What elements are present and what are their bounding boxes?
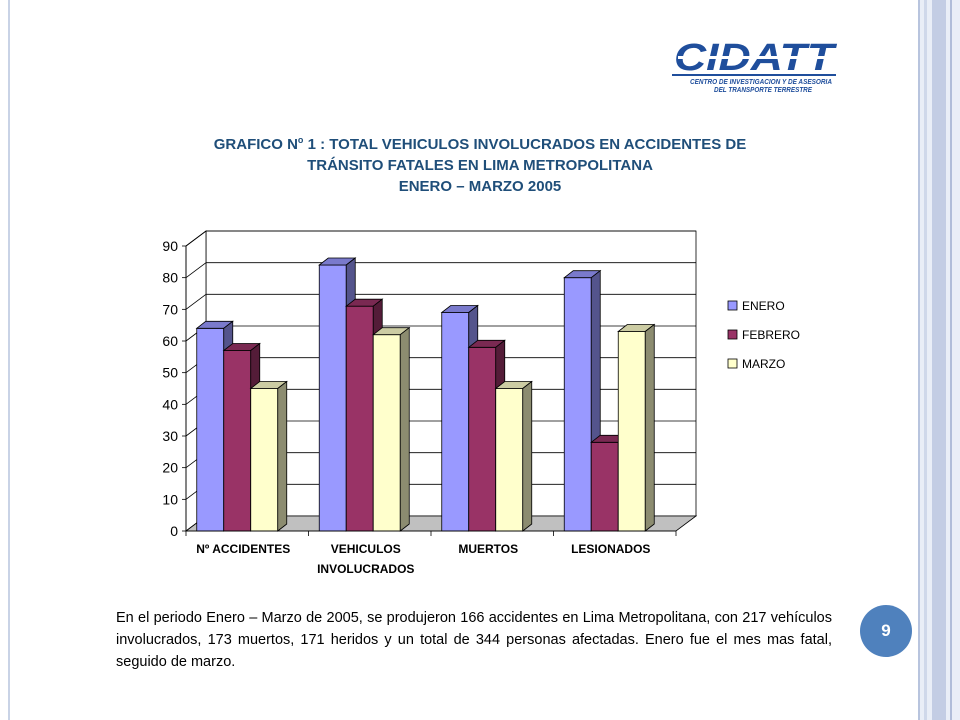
bar-febrero bbox=[345, 305, 374, 532]
title-line-2: TRÁNSITO FATALES EN LIMA METROPOLITANA bbox=[307, 157, 653, 174]
bar-febrero bbox=[468, 346, 497, 532]
x-category-sublabel: INVOLUCRADOS bbox=[317, 562, 414, 576]
legend-label-enero: ENERO bbox=[742, 299, 785, 313]
bar-enero bbox=[196, 327, 225, 532]
y-tick-label: 30 bbox=[162, 428, 178, 444]
bar-marzo bbox=[250, 388, 279, 532]
x-category-label: Nº ACCIDENTES bbox=[196, 542, 290, 556]
page-number-badge: 9 bbox=[860, 605, 912, 657]
y-tick-label: 60 bbox=[162, 333, 178, 349]
bar-febrero bbox=[590, 441, 619, 532]
bar-marzo bbox=[617, 331, 646, 532]
bar-enero bbox=[441, 312, 470, 532]
bar-enero bbox=[563, 277, 592, 532]
y-tick-label: 50 bbox=[162, 365, 178, 381]
right-decorative-band bbox=[918, 0, 960, 720]
gridline-side bbox=[185, 230, 207, 247]
logo-tagline-1: CENTRO DE INVESTIGACION Y DE ASESORIA bbox=[690, 79, 832, 86]
left-border-line bbox=[8, 0, 10, 720]
bar-side-marzo bbox=[522, 380, 533, 532]
legend-swatch-marzo bbox=[727, 358, 738, 369]
bar-febrero bbox=[223, 350, 252, 532]
y-tick-label: 20 bbox=[162, 460, 178, 476]
summary-paragraph: En el periodo Enero – Marzo de 2005, se … bbox=[116, 610, 832, 670]
y-tick-label: 40 bbox=[162, 396, 178, 412]
y-tick-label: 70 bbox=[162, 301, 178, 317]
y-tick-label: 0 bbox=[170, 523, 178, 539]
logo-tagline-2: DEL TRANSPORTE TERRESTRE bbox=[714, 87, 812, 94]
bar-side-marzo bbox=[399, 326, 410, 532]
cidatt-logo: CIDATT CENTRO DE INVESTIGACION Y DE ASES… bbox=[672, 37, 837, 94]
title-line-1: GRAFICO No 1 : TOTAL VEHICULOS INVOLUCRA… bbox=[213, 135, 747, 153]
title-line-3: ENERO – MARZO 2005 bbox=[398, 178, 562, 195]
y-tick-label: 80 bbox=[162, 270, 178, 286]
bar-side-marzo bbox=[277, 380, 288, 532]
bar-enero bbox=[318, 264, 347, 532]
gridline-side bbox=[185, 294, 207, 310]
legend-label-marzo: MARZO bbox=[742, 357, 785, 371]
bar-marzo bbox=[372, 334, 401, 532]
legend-swatch-febrero bbox=[727, 329, 738, 340]
bar-marzo bbox=[495, 388, 524, 532]
legend-swatch-enero bbox=[727, 300, 738, 311]
x-category-label: LESIONADOS bbox=[571, 542, 650, 556]
legend-label-febrero: FEBRERO bbox=[742, 328, 800, 342]
x-category-label: VEHICULOS bbox=[331, 542, 401, 556]
y-tick-label: 90 bbox=[162, 238, 178, 254]
x-category-label: MUERTOS bbox=[458, 542, 518, 556]
bar-side-marzo bbox=[644, 323, 655, 532]
bar-chart: 0 10 20 30 40 50 60 70 80 90 Nº ACCIDENTES VEHICULO… bbox=[162, 230, 800, 576]
chart-title: GRAFICO No 1 : TOTAL VEHICULOS INVOLUCRA… bbox=[100, 130, 860, 197]
y-tick-label: 10 bbox=[162, 491, 178, 507]
gridline-side bbox=[185, 262, 207, 278]
